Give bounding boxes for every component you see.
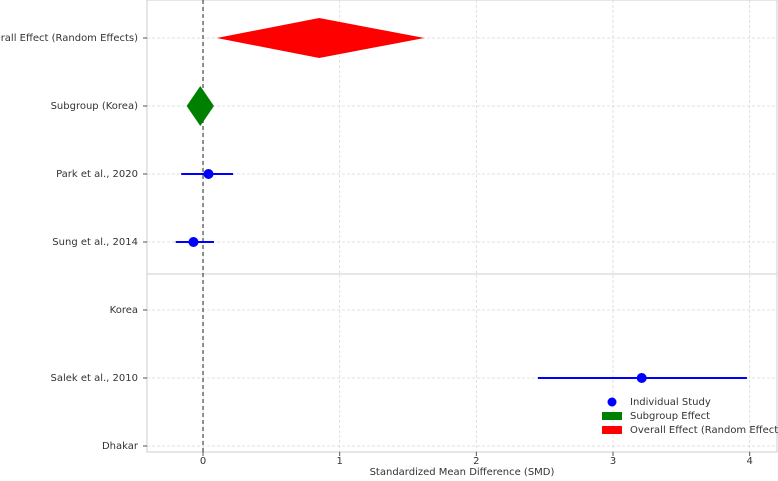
y-tick-label: Subgroup (Korea) [51, 101, 139, 112]
legend-label: Overall Effect (Random Effects) [630, 425, 778, 436]
legend-swatch [607, 397, 617, 407]
y-tick-label: Sung et al., 2014 [52, 237, 138, 248]
study-point [203, 169, 214, 179]
x-tick-label: 4 [746, 456, 752, 467]
x-tick-label: 2 [473, 456, 479, 467]
y-tick-label: Korea [110, 305, 138, 316]
legend-swatch [602, 426, 622, 434]
legend-label: Subgroup Effect [630, 411, 710, 422]
x-tick-label: 3 [610, 456, 616, 467]
study-point [188, 237, 199, 247]
effect-diamond [186, 86, 214, 126]
x-tick-label: 0 [200, 456, 206, 467]
y-tick-label: Salek et al., 2010 [50, 373, 138, 384]
x-tick-label: 1 [337, 456, 343, 467]
x-axis-label: Standardized Mean Difference (SMD) [370, 467, 555, 478]
plot-frame [146, 0, 778, 453]
legend-label: Individual Study [630, 397, 711, 408]
study-point [636, 373, 647, 383]
y-tick-label: Overall Effect (Random Effects) [0, 33, 138, 44]
y-tick-label: Dhakar [102, 441, 139, 452]
effect-diamond [216, 18, 425, 58]
legend-swatch [602, 412, 622, 420]
y-tick-label: Park et al., 2020 [56, 169, 138, 180]
